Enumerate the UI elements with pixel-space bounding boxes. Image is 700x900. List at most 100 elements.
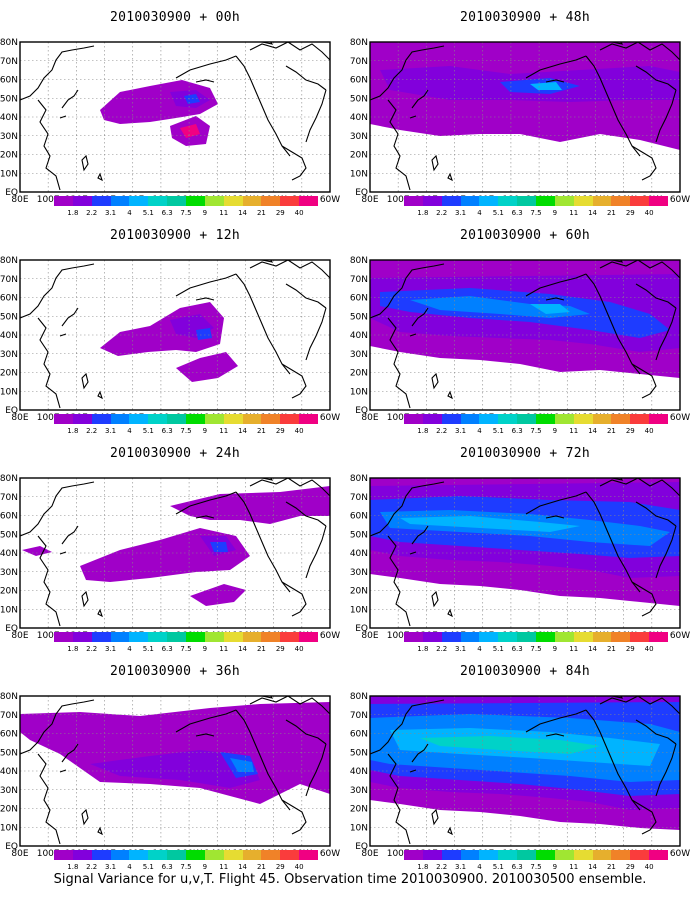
lat-tick-label: 30N bbox=[350, 350, 368, 360]
colorbar-label: 9 bbox=[202, 427, 208, 435]
coastline bbox=[610, 478, 642, 481]
variance-contour bbox=[210, 542, 228, 552]
lon-tick-label: 100E bbox=[387, 849, 410, 859]
colorbar-swatch bbox=[129, 850, 149, 860]
coastline bbox=[409, 743, 429, 773]
coastline bbox=[599, 260, 680, 279]
colorbar-swatch bbox=[204, 196, 225, 206]
lat-tick-label: 10N bbox=[0, 823, 18, 833]
lat-tick-label: 20N bbox=[0, 587, 18, 597]
coastline bbox=[285, 65, 327, 91]
colorbar-label: 40 bbox=[294, 209, 304, 217]
coastline bbox=[585, 55, 641, 157]
colorbar-label: 7.5 bbox=[530, 209, 542, 217]
coastline bbox=[281, 799, 307, 835]
colorbar-swatch bbox=[441, 196, 462, 206]
lat-tick-label: 80N bbox=[350, 256, 368, 266]
lat-tick-label: 50N bbox=[0, 530, 18, 540]
coastline bbox=[175, 55, 237, 83]
coastline bbox=[249, 260, 330, 279]
coastline bbox=[431, 808, 439, 826]
colorbar-label: 5.1 bbox=[142, 645, 154, 653]
coastline bbox=[260, 42, 292, 45]
coastline bbox=[81, 808, 89, 826]
colorbar-label: 3.1 bbox=[104, 863, 117, 871]
coastline bbox=[260, 260, 292, 263]
colorbar-swatch bbox=[460, 850, 480, 860]
coastline bbox=[631, 799, 657, 835]
lat-tick-label: 30N bbox=[0, 132, 18, 142]
colorbar-label: 9 bbox=[202, 645, 208, 653]
colorbar-label: 4 bbox=[127, 645, 132, 653]
colorbar-label: 11 bbox=[219, 209, 229, 217]
lat-tick-label: 40N bbox=[350, 767, 368, 777]
lon-tick-label: 60W bbox=[670, 195, 690, 205]
variance-contour bbox=[190, 584, 246, 606]
colorbar-label: 5.1 bbox=[142, 209, 154, 217]
lon-tick-label: 80E bbox=[361, 195, 378, 205]
colorbar-labels: 1.8 2.2 3.1 4 5.1 6.3 7.5 9 11 14 21 29 40 bbox=[394, 209, 684, 219]
lat-tick-label: 10N bbox=[350, 605, 368, 615]
colorbar-label: 1.8 bbox=[67, 645, 79, 653]
colorbar-swatch bbox=[280, 850, 300, 860]
colorbar-swatch bbox=[148, 414, 168, 424]
colorbar-label: 29 bbox=[275, 209, 285, 217]
lat-tick-label: 80N bbox=[350, 692, 368, 702]
coastline bbox=[525, 491, 587, 519]
coastline bbox=[409, 525, 429, 555]
colorbar-swatch bbox=[460, 632, 480, 642]
colorbar-labels: 1.8 2.2 3.1 4 5.1 6.3 7.5 9 11 14 21 29 40 bbox=[44, 863, 334, 873]
colorbar-swatch bbox=[630, 632, 650, 642]
colorbar-label: 11 bbox=[569, 209, 579, 217]
colorbar-label: 1.8 bbox=[417, 645, 429, 653]
coastline bbox=[387, 99, 411, 191]
colorbar-label: 14 bbox=[238, 209, 248, 217]
colorbar-swatch bbox=[91, 850, 112, 860]
colorbar-swatch bbox=[479, 632, 499, 642]
coastline bbox=[260, 478, 292, 481]
map-panel: 2010030900 + 24h 80N 70N 60N 50N 40N 30N 20N 10N… bbox=[0, 436, 350, 656]
lat-tick-label: 30N bbox=[350, 132, 368, 142]
colorbar-swatch bbox=[110, 196, 130, 206]
lat-tick-label: 10N bbox=[350, 169, 368, 179]
colorbar-swatch bbox=[167, 414, 187, 424]
lon-tick-label: 80E bbox=[361, 631, 378, 641]
map-panel: 2010030900 + 48h 80N 70N 60N 50N 40N 30N 20N 10N… bbox=[350, 0, 700, 220]
map-panel: 2010030900 + 60h 80N 70N 60N 50N 40N 30N 20N 10N… bbox=[350, 218, 700, 438]
colorbar-label: 5.1 bbox=[142, 427, 154, 435]
lon-tick-label: 60W bbox=[670, 631, 690, 641]
colorbar-label: 14 bbox=[588, 645, 598, 653]
coastline bbox=[59, 89, 79, 119]
coastline bbox=[235, 55, 291, 157]
lon-tick-label: 60W bbox=[320, 413, 340, 423]
colorbar-label: 2.2 bbox=[86, 209, 98, 217]
coastline bbox=[305, 743, 327, 797]
colorbar-label: 1.8 bbox=[67, 427, 79, 435]
variance-contour bbox=[530, 304, 570, 314]
lat-tick-label: 40N bbox=[350, 549, 368, 559]
coastline bbox=[249, 478, 330, 497]
lat-tick-label: 30N bbox=[0, 786, 18, 796]
colorbar-label: 1.8 bbox=[417, 427, 429, 435]
colorbar-label: 3.1 bbox=[454, 645, 467, 653]
colorbar-swatch bbox=[554, 850, 575, 860]
lat-tick-label: 50N bbox=[350, 94, 368, 104]
colorbar-swatch bbox=[479, 196, 499, 206]
colorbar-label: 2.2 bbox=[86, 863, 98, 871]
colorbar-swatch bbox=[299, 850, 319, 860]
coastline bbox=[281, 581, 307, 617]
coastline bbox=[59, 307, 79, 337]
coastline bbox=[305, 307, 327, 361]
colorbar-swatch bbox=[536, 632, 556, 642]
lat-tick-label: 50N bbox=[0, 748, 18, 758]
colorbar-label: 4 bbox=[127, 427, 132, 435]
colorbar-label: 3.1 bbox=[104, 209, 117, 217]
colorbar-swatch bbox=[129, 632, 149, 642]
colorbar-label: 5.1 bbox=[492, 209, 504, 217]
colorbar-swatch bbox=[554, 414, 575, 424]
panel-title: 2010030900 + 84h bbox=[459, 664, 591, 679]
colorbar bbox=[404, 196, 669, 207]
colorbar-label: 6.3 bbox=[511, 427, 523, 435]
colorbar-label: 3.1 bbox=[104, 427, 117, 435]
colorbar-label: 3.1 bbox=[104, 645, 117, 653]
